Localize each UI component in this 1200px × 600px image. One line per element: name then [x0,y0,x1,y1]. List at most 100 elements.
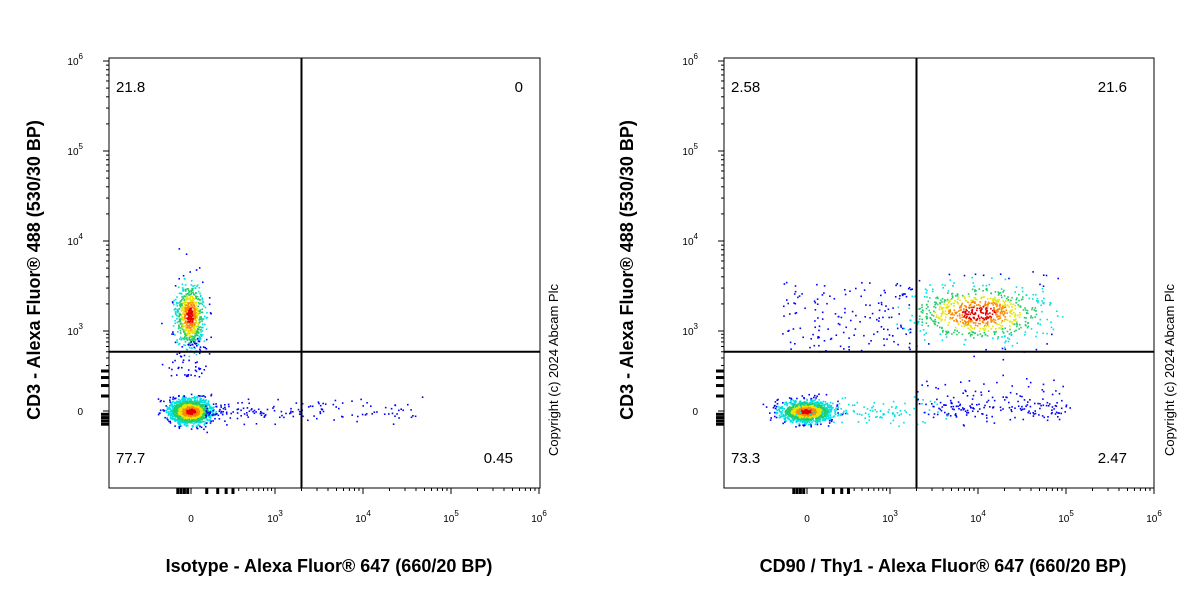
event-dot [918,318,921,320]
event-dot [1003,301,1006,304]
event-dot [188,355,191,358]
event-dot [206,407,208,410]
event-dot [246,407,249,409]
event-dot [774,411,776,414]
event-dot [980,316,983,319]
event-dot [181,398,183,400]
event-dot [191,424,194,427]
event-dot [979,301,982,303]
event-dot [982,320,984,322]
event-dot [184,344,187,347]
event-dot [807,412,809,415]
event-dot [193,294,196,296]
event-dot [159,400,162,403]
event-dot [185,417,187,420]
event-dot [941,301,943,303]
event-dot [191,306,194,309]
event-dot [1009,315,1011,317]
event-dot [903,327,905,330]
event-dot [796,419,799,422]
event-dot [204,414,206,417]
event-dot [187,288,190,290]
event-dot [790,399,792,402]
event-dot [191,331,193,333]
event-dot [174,425,176,427]
event-dot [260,414,263,416]
event-dot [166,406,169,408]
event-dot [992,318,995,321]
event-dot [202,326,204,329]
event-dot [925,322,928,324]
event-dot [176,401,178,404]
event-dot [181,328,184,331]
event-dot [967,324,969,326]
event-dot [801,395,804,397]
event-dot [966,315,968,318]
event-dot [804,414,807,416]
event-dot [936,296,939,298]
event-dot [168,413,170,415]
event-dot [178,366,180,369]
event-dot [808,418,811,421]
event-dot [1000,326,1003,329]
event-dot [176,415,178,418]
event-dot [805,405,808,407]
event-dot [253,412,256,415]
event-dot [836,405,838,407]
event-dot [163,400,165,403]
event-dot [241,401,243,404]
event-dot [189,299,191,301]
event-dot [795,406,797,408]
event-dot [177,331,179,333]
event-dot [204,400,206,403]
event-dot [978,288,981,290]
event-dot [964,311,967,313]
event-dot [968,316,971,319]
event-dot [172,415,174,418]
event-dot [176,321,179,324]
event-dot [818,415,821,418]
event-dot [198,303,201,305]
event-dot [184,320,187,322]
event-dot [196,427,199,430]
event-dot [822,408,824,410]
event-dot [181,414,183,417]
event-dot [942,330,944,332]
event-dot [180,336,182,339]
event-dot [805,409,808,411]
event-dot [1015,286,1018,288]
event-dot [963,274,966,277]
event-dot [193,315,195,317]
event-dot [956,315,959,317]
event-dot [197,416,199,418]
event-dot [964,320,966,322]
event-dot [190,341,192,343]
event-dot [816,412,818,415]
event-dot [964,314,966,317]
event-dot [192,341,195,343]
event-dot [189,342,191,344]
event-dot [809,405,811,408]
event-dot [177,422,179,424]
event-dot [815,421,817,423]
event-dot [990,320,992,322]
event-dot [191,413,194,416]
event-dot [923,339,926,341]
event-dot [806,405,809,408]
event-dot [179,403,181,405]
event-dot [217,414,220,417]
event-dot [184,410,187,413]
event-dot [266,408,269,411]
event-dot [791,408,793,411]
event-dot [1014,315,1016,318]
event-dot [281,414,283,417]
event-dot [178,248,181,250]
event-dot [180,322,183,325]
event-dot [199,420,202,422]
event-dot [1001,311,1003,313]
event-dot [157,413,160,416]
event-dot [997,308,999,311]
event-dot [941,312,944,315]
event-dot [185,407,187,410]
event-dot [190,280,193,282]
